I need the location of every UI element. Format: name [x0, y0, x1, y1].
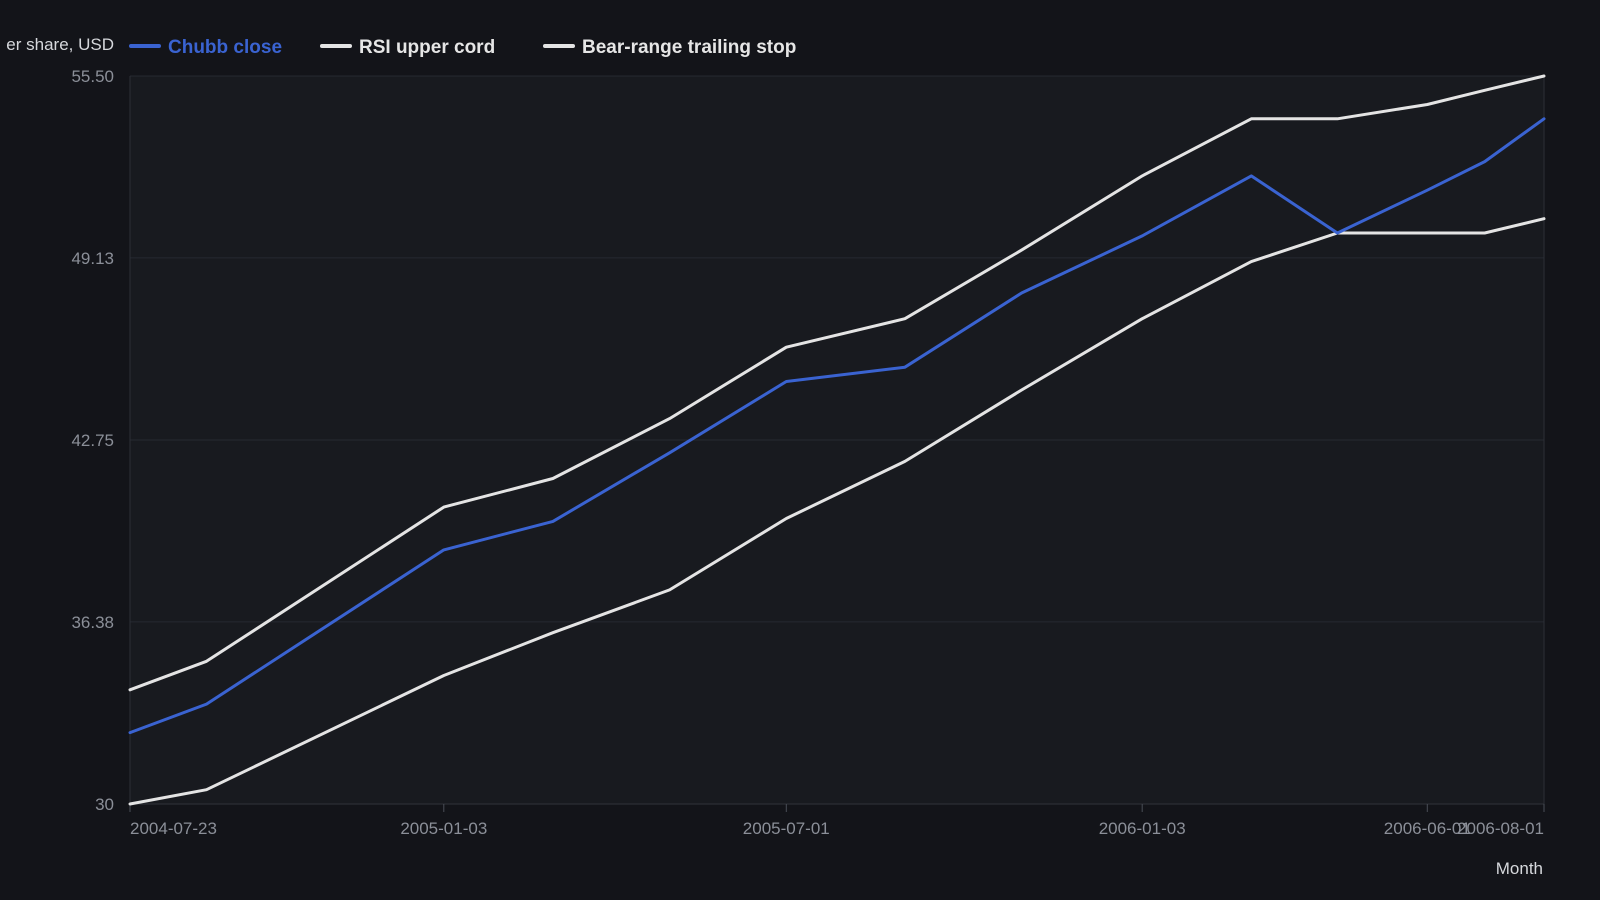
series-line-rsi-upper-cord: [128, 74, 1546, 692]
y-tick-label: 30: [95, 795, 114, 814]
series-line-chubb-close: [128, 117, 1546, 735]
y-tick-label: 49.13: [71, 249, 114, 268]
x-tick-label: 2006-01-03: [1099, 819, 1186, 838]
x-tick-label: 2004-07-23: [130, 819, 217, 838]
legend-item: RSI upper cord: [320, 37, 495, 58]
y-tick-label: 42.75: [71, 431, 114, 450]
x-tick-label: 2005-07-01: [743, 819, 830, 838]
legend-label: Chubb close: [168, 37, 282, 58]
x-axis-label: Month: [1496, 859, 1543, 878]
y-tick-label: 36.38: [71, 613, 114, 632]
legend-label: Bear-range trailing stop: [582, 37, 796, 58]
legend-item: Chubb close: [129, 37, 282, 58]
x-tick-label: 2006-06-01: [1384, 819, 1471, 838]
series-line-bear-range-trailing-stop: [128, 217, 1546, 806]
series-lines: [128, 74, 1546, 806]
legend-label: RSI upper cord: [359, 37, 495, 58]
x-tick-label: 2005-01-03: [400, 819, 487, 838]
axes: 30 36.38 42.75 49.13 55.50 2004-07-23 2005-01-…: [71, 67, 1545, 838]
x-tick-label: 2006-08-01: [1457, 819, 1544, 838]
legend-item: Bear-range trailing stop: [543, 37, 796, 58]
y-axis-label: er share, USD: [6, 35, 114, 54]
y-tick-label: 55.50: [71, 67, 114, 86]
legend: Chubb close RSI upper cord Bear-range trai…: [129, 37, 796, 58]
